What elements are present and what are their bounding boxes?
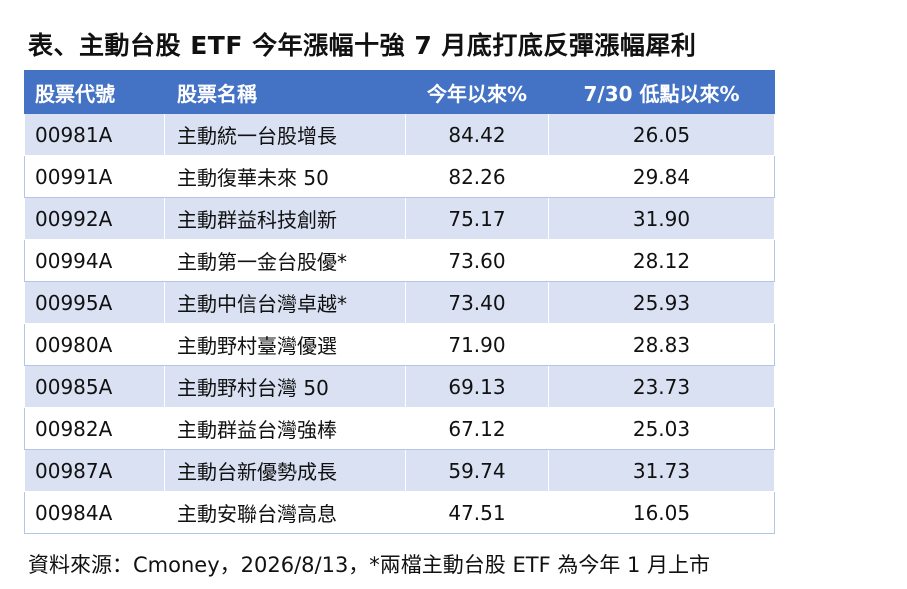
cell-code: 00984A [24, 491, 165, 534]
cell-since-low: 25.93 [548, 281, 775, 324]
column-header-since-low: 7/30 低點以來% [548, 70, 775, 114]
table-row: 00987A 主動台新優勢成長 59.74 31.73 [24, 449, 775, 492]
cell-since-low: 29.84 [548, 155, 775, 198]
cell-name: 主動群益台灣強棒 [164, 407, 406, 450]
table-row: 00995A 主動中信台灣卓越* 73.40 25.93 [24, 281, 775, 324]
cell-name: 主動野村臺灣優選 [164, 323, 406, 366]
cell-since-low: 31.90 [548, 197, 775, 240]
cell-since-low: 31.73 [548, 449, 775, 492]
cell-code: 00991A [24, 155, 165, 198]
cell-code: 00985A [24, 365, 165, 408]
cell-name: 主動統一台股增長 [164, 113, 406, 156]
cell-name: 主動野村台灣 50 [164, 365, 406, 408]
cell-ytd: 73.60 [405, 239, 549, 282]
cell-code: 00995A [24, 281, 165, 324]
cell-name: 主動復華未來 50 [164, 155, 406, 198]
cell-ytd: 73.40 [405, 281, 549, 324]
cell-code: 00994A [24, 239, 165, 282]
cell-since-low: 26.05 [548, 113, 775, 156]
table-header-row: 股票代號 股票名稱 今年以來% 7/30 低點以來% [24, 70, 775, 114]
etf-ranking-table: 股票代號 股票名稱 今年以來% 7/30 低點以來% 00981A 主動統一台股… [24, 70, 775, 534]
cell-name: 主動台新優勢成長 [164, 449, 406, 492]
cell-name: 主動安聯台灣高息 [164, 491, 406, 534]
table-row: 00991A 主動復華未來 50 82.26 29.84 [24, 155, 775, 198]
cell-name: 主動第一金台股優* [164, 239, 406, 282]
cell-ytd: 69.13 [405, 365, 549, 408]
table-row: 00994A 主動第一金台股優* 73.60 28.12 [24, 239, 775, 282]
cell-since-low: 25.03 [548, 407, 775, 450]
table-row: 00985A 主動野村台灣 50 69.13 23.73 [24, 365, 775, 408]
cell-ytd: 82.26 [405, 155, 549, 198]
table-row: 00981A 主動統一台股增長 84.42 26.05 [24, 113, 775, 156]
cell-ytd: 75.17 [405, 197, 549, 240]
table-row: 00980A 主動野村臺灣優選 71.90 28.83 [24, 323, 775, 366]
cell-ytd: 67.12 [405, 407, 549, 450]
cell-ytd: 84.42 [405, 113, 549, 156]
cell-code: 00980A [24, 323, 165, 366]
cell-code: 00982A [24, 407, 165, 450]
cell-since-low: 28.12 [548, 239, 775, 282]
cell-ytd: 59.74 [405, 449, 549, 492]
cell-code: 00987A [24, 449, 165, 492]
cell-code: 00981A [24, 113, 165, 156]
table-title: 表、主動台股 ETF 今年漲幅十強 7 月底打底反彈漲幅犀利 [28, 31, 697, 60]
cell-since-low: 16.05 [548, 491, 775, 534]
cell-ytd: 71.90 [405, 323, 549, 366]
cell-name: 主動群益科技創新 [164, 197, 406, 240]
column-header-ytd: 今年以來% [405, 70, 549, 114]
cell-ytd: 47.51 [405, 491, 549, 534]
cell-name: 主動中信台灣卓越* [164, 281, 406, 324]
table-row: 00982A 主動群益台灣強棒 67.12 25.03 [24, 407, 775, 450]
cell-since-low: 23.73 [548, 365, 775, 408]
table-row: 00984A 主動安聯台灣高息 47.51 16.05 [24, 491, 775, 534]
cell-since-low: 28.83 [548, 323, 775, 366]
column-header-name: 股票名稱 [164, 70, 406, 114]
source-note: 資料來源：Cmoney，2026/8/13，*兩檔主動台股 ETF 為今年 1 … [28, 553, 711, 577]
cell-code: 00992A [24, 197, 165, 240]
column-header-code: 股票代號 [24, 70, 165, 114]
table-row: 00992A 主動群益科技創新 75.17 31.90 [24, 197, 775, 240]
